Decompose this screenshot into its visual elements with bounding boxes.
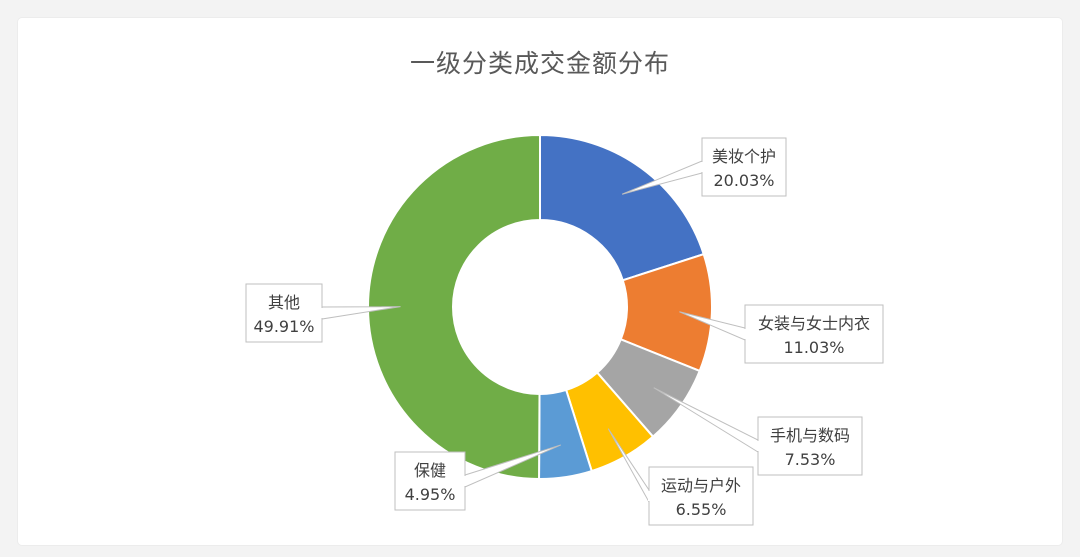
slice-label-health: 保健	[414, 461, 446, 480]
callout-box-health	[394, 451, 466, 511]
slices-layer	[367, 133, 713, 481]
callout-box-digital	[757, 416, 863, 476]
slice-label-beauty: 美妆个护	[712, 147, 776, 166]
slice-label-other: 其他	[268, 293, 300, 312]
callouts-layer: 美妆个护 20.03% 女装与女士内衣 11.03% 手机与数码 7.53% 运动与户外 6.…	[245, 137, 884, 526]
chart-title: 一级分类成交金额分布	[409, 49, 670, 78]
slice-value-health: 4.95%	[405, 485, 456, 504]
slice-value-other: 49.91%	[253, 317, 314, 336]
slice-value-digital: 7.53%	[785, 450, 836, 469]
slice-label-outdoor: 运动与户外	[661, 476, 741, 495]
slice-value-beauty: 20.03%	[713, 171, 774, 190]
callout-box-other	[245, 283, 323, 343]
slice-label-digital: 手机与数码	[770, 426, 850, 445]
callout-box-outdoor	[648, 466, 754, 526]
slice-label-womenswear: 女装与女士内衣	[758, 314, 870, 333]
callout-box-beauty	[701, 137, 787, 197]
slice-other	[367, 133, 541, 481]
slice-beauty	[539, 133, 705, 282]
slice-value-outdoor: 6.55%	[676, 500, 727, 519]
callout-box-womenswear	[744, 304, 884, 364]
slice-value-womenswear: 11.03%	[783, 338, 844, 357]
